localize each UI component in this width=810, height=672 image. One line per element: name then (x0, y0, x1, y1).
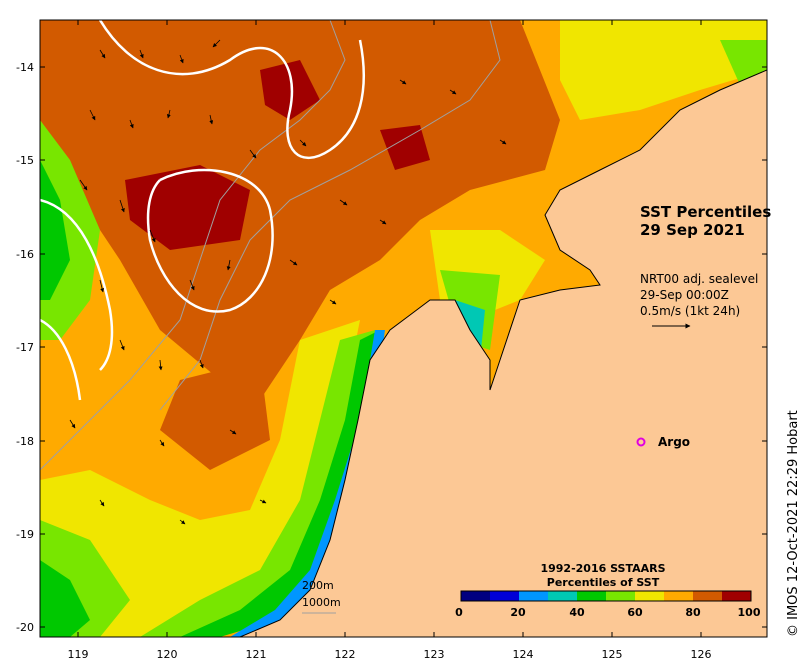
current-time: 29-Sep 00:00Z (640, 288, 729, 302)
land-mass (239, 20, 767, 637)
colorbar-segment (693, 591, 723, 601)
lat-tick-label: -17 (16, 341, 34, 354)
lon-tick-label: 125 (602, 648, 623, 661)
map-title: SST Percentiles (640, 203, 771, 221)
lat-tick-label: -18 (16, 435, 34, 448)
colorbar-tick-label: 60 (627, 606, 643, 619)
lon-tick-label: 126 (691, 648, 712, 661)
colorbar-segment (577, 591, 607, 601)
colorbar-frame (460, 590, 752, 602)
colorbar-segment (490, 591, 520, 601)
credit-text: © IMOS 12-Oct-2021 22:29 Hobart (786, 410, 801, 637)
lat-tick-label: -20 (16, 621, 34, 634)
colorbar-segment (461, 591, 491, 601)
isobath-1000m-label: 1000m (302, 596, 341, 609)
lon-tick-label: 121 (246, 648, 267, 661)
colorbar-tick-label: 100 (738, 606, 761, 619)
colorbar (460, 590, 752, 602)
lon-tick-label: 120 (157, 648, 178, 661)
lat-tick-label: -15 (16, 154, 34, 167)
map-date: 29 Sep 2021 (640, 221, 745, 239)
lat-tick-label: -14 (16, 61, 34, 74)
lat-tick-label: -16 (16, 248, 34, 261)
lat-tick-label: -19 (16, 528, 34, 541)
colorbar-tick-label: 0 (455, 606, 463, 619)
axis-ticks (40, 20, 767, 637)
isobath-lines (40, 20, 501, 471)
colorbar-title: 1992-2016 SSTAARS (540, 562, 665, 575)
colorbar-tick-label: 40 (569, 606, 585, 619)
colorbar-ticks: 0 20 40 60 80 100 (455, 606, 761, 619)
colorbar-tick-label: 20 (510, 606, 526, 619)
lon-tick-label: 123 (424, 648, 445, 661)
colorbar-segment (664, 591, 694, 601)
plot-frame (39, 19, 768, 638)
sst-field (40, 20, 767, 637)
current-vectors (69, 39, 507, 525)
lon-tick-label: 122 (335, 648, 356, 661)
colorbar-segment (722, 591, 752, 601)
argo-label: Argo (658, 435, 690, 449)
colorbar-tick-label: 80 (685, 606, 701, 619)
colorbar-subtitle: Percentiles of SST (547, 576, 660, 589)
vector-scale-label: 0.5m/s (1kt 24h) (640, 304, 740, 318)
lon-tick-label: 124 (513, 648, 534, 661)
colorbar-segment (548, 591, 578, 601)
isobath-200m-label: 200m (302, 579, 334, 592)
longitude-labels: 119 120 121 122 123 124 125 126 (68, 648, 712, 661)
lon-tick-label: 119 (68, 648, 89, 661)
argo-float-marker[interactable] (636, 437, 646, 447)
latitude-labels: -14 -15 -16 -17 -18 -19 -20 (16, 61, 34, 634)
colorbar-segment (519, 591, 549, 601)
sea-level-contours (40, 20, 365, 401)
current-source: NRT00 adj. sealevel (640, 272, 758, 286)
colorbar-segment (606, 591, 636, 601)
colorbar-segment (635, 591, 665, 601)
